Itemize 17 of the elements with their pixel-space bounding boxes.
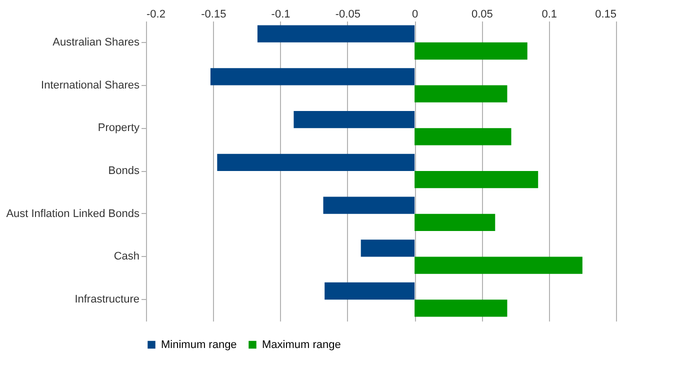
x-tick-label: 0 bbox=[412, 8, 418, 20]
x-tick-label: -0.15 bbox=[201, 8, 226, 20]
legend-label: Maximum range bbox=[262, 338, 341, 351]
y-tick-label: International Shares bbox=[41, 79, 140, 92]
y-tick-label: Infrastructure bbox=[74, 294, 140, 306]
x-tick-label: 0.15 bbox=[595, 8, 616, 20]
legend-label: Minimum range bbox=[161, 338, 237, 351]
y-tick-label: Aust Inflation Linked Bonds bbox=[6, 208, 140, 220]
x-tick-label: 0.05 bbox=[472, 8, 493, 20]
x-tick-label: 0.1 bbox=[542, 8, 558, 20]
y-tick-label: Bonds bbox=[108, 165, 140, 177]
x-tick-label: -0.2 bbox=[146, 8, 166, 20]
y-tick-label: Property bbox=[98, 122, 140, 134]
y-tick-label: Australian Shares bbox=[52, 36, 140, 48]
x-tick-label: -0.05 bbox=[335, 8, 360, 20]
x-tick-label: -0.1 bbox=[271, 8, 290, 20]
y-tick-label: Cash bbox=[114, 250, 140, 263]
